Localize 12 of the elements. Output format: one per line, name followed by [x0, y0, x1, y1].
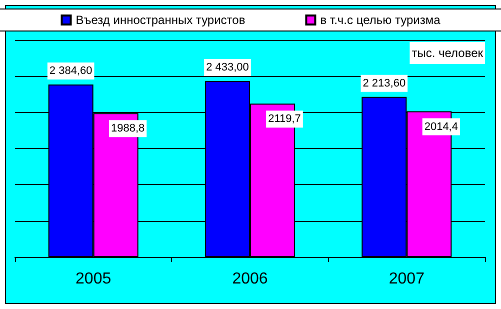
data-label: 1988,8: [111, 122, 145, 135]
data-label: 2 384,60: [49, 65, 92, 78]
data-label: 2 433,00: [206, 62, 249, 74]
data-label: 2 213,60: [362, 77, 406, 90]
legend-label: в т.ч.с целью туризма: [320, 13, 441, 27]
x-tick-label: 2006: [232, 270, 268, 288]
x-tick-label: 2007: [388, 270, 425, 288]
x-tick-label: 2005: [76, 270, 112, 288]
annotation: тыс. человек: [412, 46, 484, 60]
data-label: 2014,4: [424, 120, 458, 133]
legend-label: Въезд инностранных туристов: [76, 13, 246, 27]
data-label: 2119,7: [268, 113, 301, 126]
